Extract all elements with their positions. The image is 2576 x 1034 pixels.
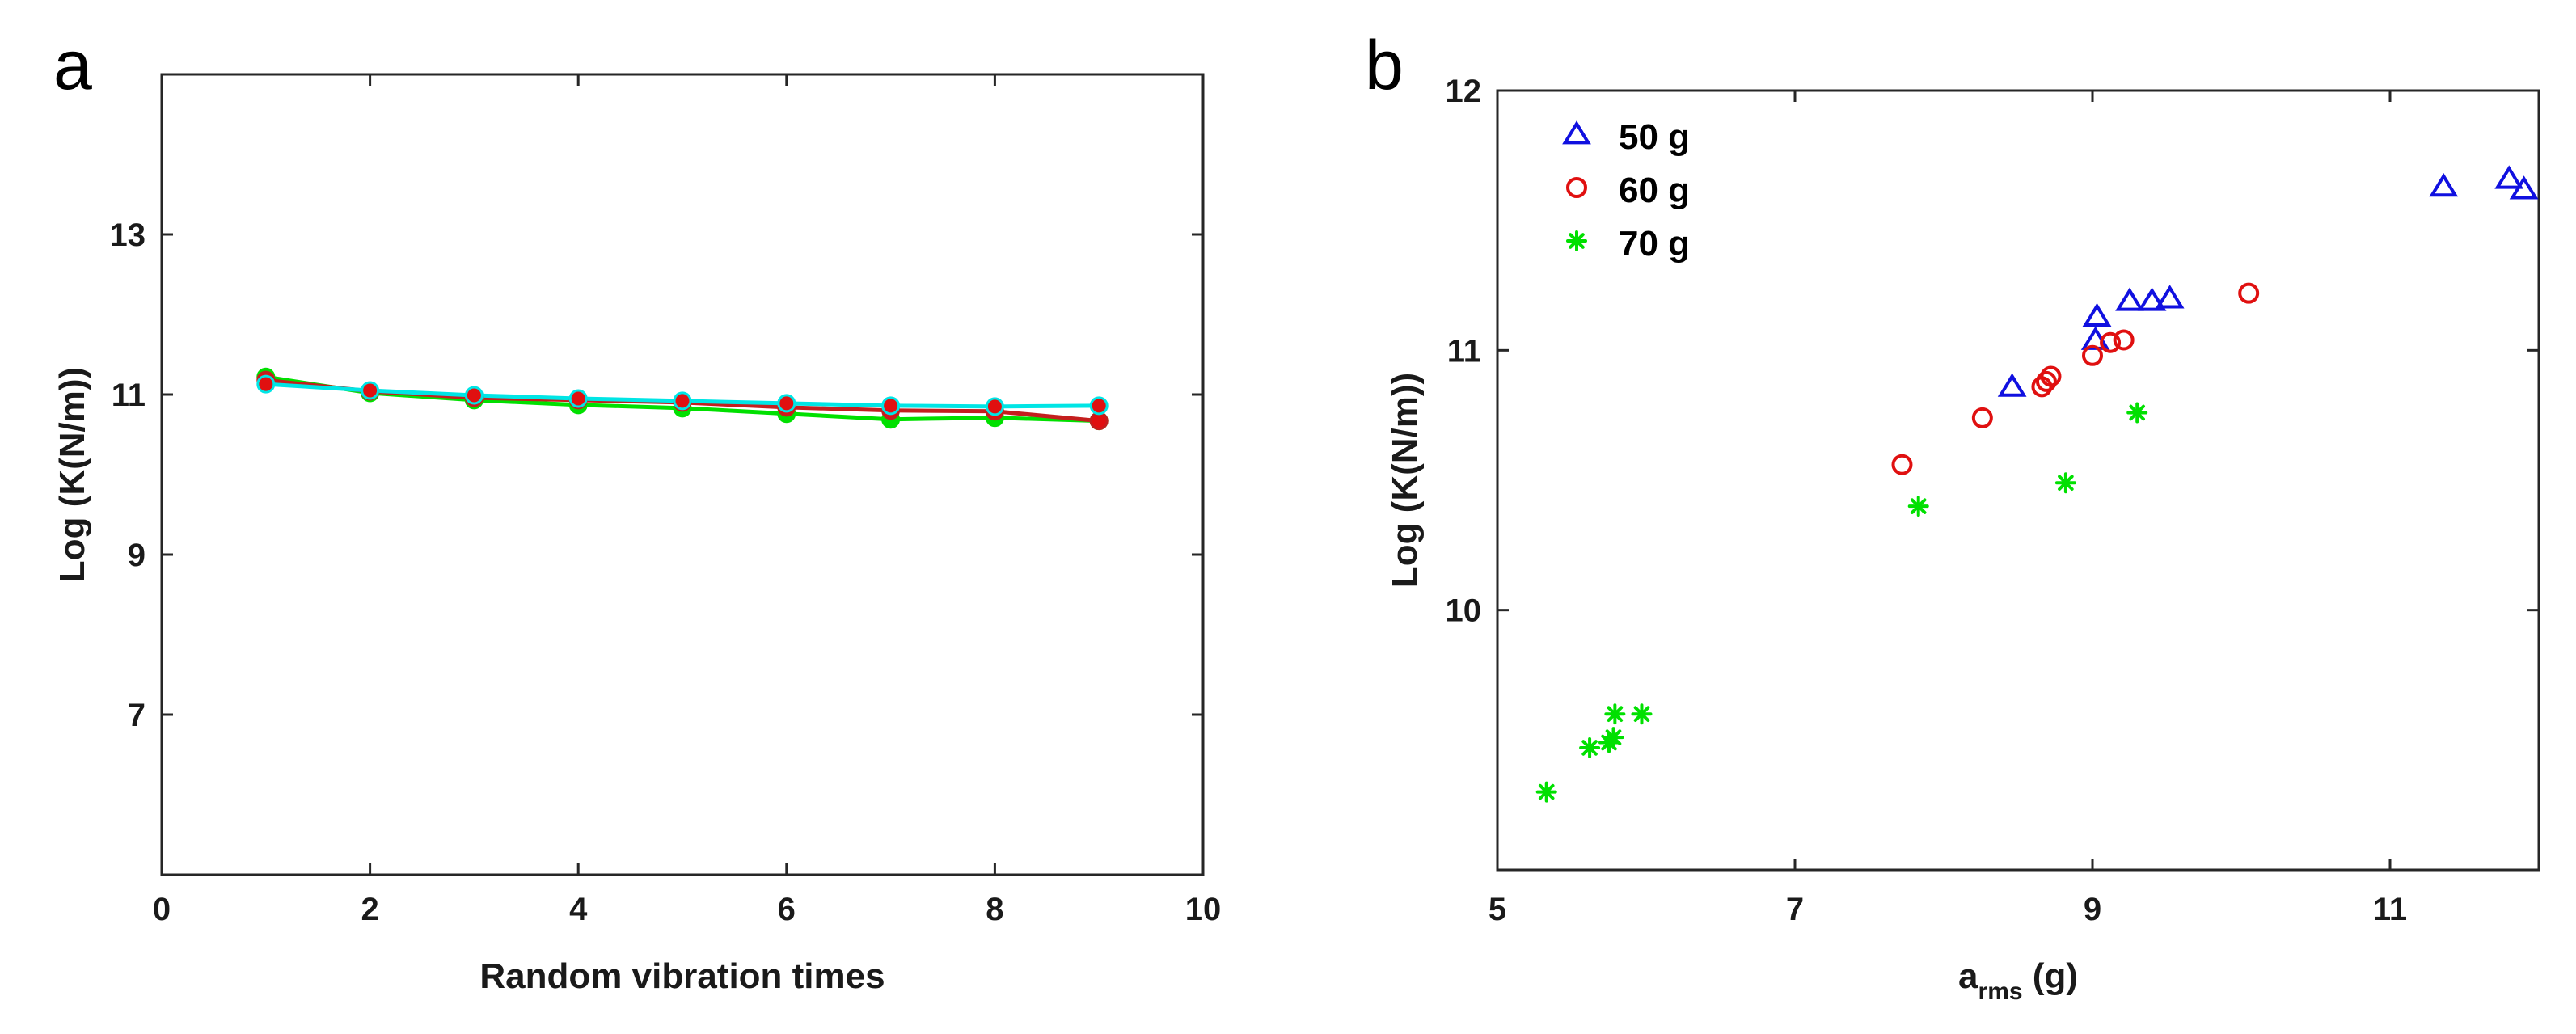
panel-label-a: a — [53, 27, 92, 104]
x-tick-label-b: 9 — [2084, 892, 2101, 927]
legend-b: 50 g 60 g 70 g — [1562, 117, 1690, 264]
data-point-70g-stroke — [2129, 404, 2145, 421]
data-point-60g — [2040, 365, 2062, 387]
data-point-60g — [2082, 344, 2103, 366]
y-tick-label-b: 10 — [1446, 593, 1482, 629]
data-point-cyan — [256, 374, 276, 394]
data-point-50g — [2137, 287, 2167, 311]
x-tick-label-b: 5 — [1489, 892, 1506, 927]
data-point-60g — [2238, 282, 2260, 304]
data-point-70g-stroke — [1538, 783, 1555, 800]
x-axis-label-b-sub: rms — [1978, 978, 2023, 1005]
y-tick-label-a: 7 — [128, 698, 146, 733]
data-point-cyan — [777, 394, 796, 413]
x-axis-label-a: Random vibration times — [479, 956, 885, 996]
plot-frame-a — [160, 73, 1205, 876]
data-point-cyan — [361, 381, 380, 400]
x-axis-label-b-main: a — [1958, 956, 1978, 996]
data-point-50g — [2115, 287, 2144, 311]
x-tick-label-b: 11 — [2373, 892, 2407, 927]
data-point-50g — [2429, 173, 2459, 197]
data-point-cyan — [881, 396, 901, 416]
data-point-70g-stroke — [2058, 475, 2074, 491]
data-point-50g — [1997, 373, 2027, 397]
x-tick-label-a: 2 — [361, 892, 378, 927]
data-point-cyan — [464, 386, 484, 405]
x-axis-label-b: arms (g) — [1958, 956, 2078, 1005]
data-point-50g — [2155, 285, 2185, 309]
data-point-60g — [2113, 329, 2135, 351]
data-point-cyan — [1089, 396, 1109, 416]
data-point-60g — [2100, 331, 2122, 353]
x-tick-label-a: 0 — [153, 892, 171, 927]
x-tick-label-a: 8 — [986, 892, 1003, 927]
data-point-70g-stroke — [1581, 740, 1598, 756]
data-point-70g — [1579, 736, 1601, 758]
x-axis-label-b-tail: (g) — [2023, 956, 2078, 996]
data-point-70g — [1535, 781, 1557, 803]
data-point-70g-stroke — [1910, 498, 1927, 514]
legend-label-70g: 70 g — [1619, 224, 1690, 264]
y-axis-label-b: Log (K(N/m)) — [1385, 373, 1425, 588]
data-point-50g — [2509, 175, 2539, 200]
data-point-60g — [1971, 407, 1993, 428]
y-tick-label-a: 13 — [110, 217, 146, 253]
data-point-red — [1089, 411, 1109, 431]
data-point-70g-stroke — [1633, 706, 1650, 722]
panel-label-b: b — [1365, 27, 1404, 104]
data-point-60g — [1891, 454, 1913, 475]
y-tick-label-a: 11 — [112, 378, 146, 413]
y-tick-label-b: 12 — [1446, 74, 1482, 109]
data-point-50g — [2082, 302, 2112, 327]
legend-marker-70g — [1566, 230, 1587, 251]
data-point-cyan — [673, 391, 692, 411]
data-point-70g — [1631, 703, 1653, 725]
data-point-cyan — [568, 389, 588, 408]
legend-marker-60g — [1566, 177, 1587, 198]
data-point-60g — [2035, 370, 2057, 392]
x-tick-label-a: 4 — [569, 892, 588, 927]
data-point-70g — [1603, 727, 1624, 749]
y-axis-label-a: Log (K(N/m)) — [53, 367, 92, 582]
x-tick-label-b: 7 — [1786, 892, 1804, 927]
data-point-70g — [1604, 703, 1626, 725]
data-point-70g-stroke — [1607, 706, 1624, 722]
chart-b: b 5 7 9 11 10 11 12 50 g 60 g 70 g arms (g) Log… — [1365, 27, 2540, 1005]
y-tick-label-b: 11 — [1447, 333, 1481, 369]
legend-label-60g: 60 g — [1619, 171, 1690, 210]
data-point-70g — [1907, 496, 1929, 517]
legend-label-50g: 50 g — [1619, 117, 1690, 157]
x-tick-label-a: 10 — [1185, 892, 1222, 927]
legend-marker-70g-stroke — [1569, 233, 1585, 249]
y-tick-label-a: 9 — [128, 538, 146, 573]
x-tick-label-a: 6 — [778, 892, 796, 927]
legend-marker-50g — [1562, 120, 1591, 145]
data-point-cyan — [985, 397, 1004, 416]
data-point-70g — [2126, 402, 2148, 424]
data-point-70g — [2054, 472, 2076, 494]
plot-frame-b — [1496, 89, 2540, 872]
data-point-70g-stroke — [1605, 729, 1622, 745]
data-point-50g — [2494, 165, 2524, 189]
